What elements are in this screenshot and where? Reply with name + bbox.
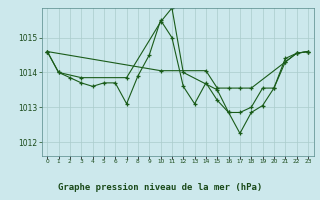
Text: Graphe pression niveau de la mer (hPa): Graphe pression niveau de la mer (hPa) [58, 182, 262, 192]
